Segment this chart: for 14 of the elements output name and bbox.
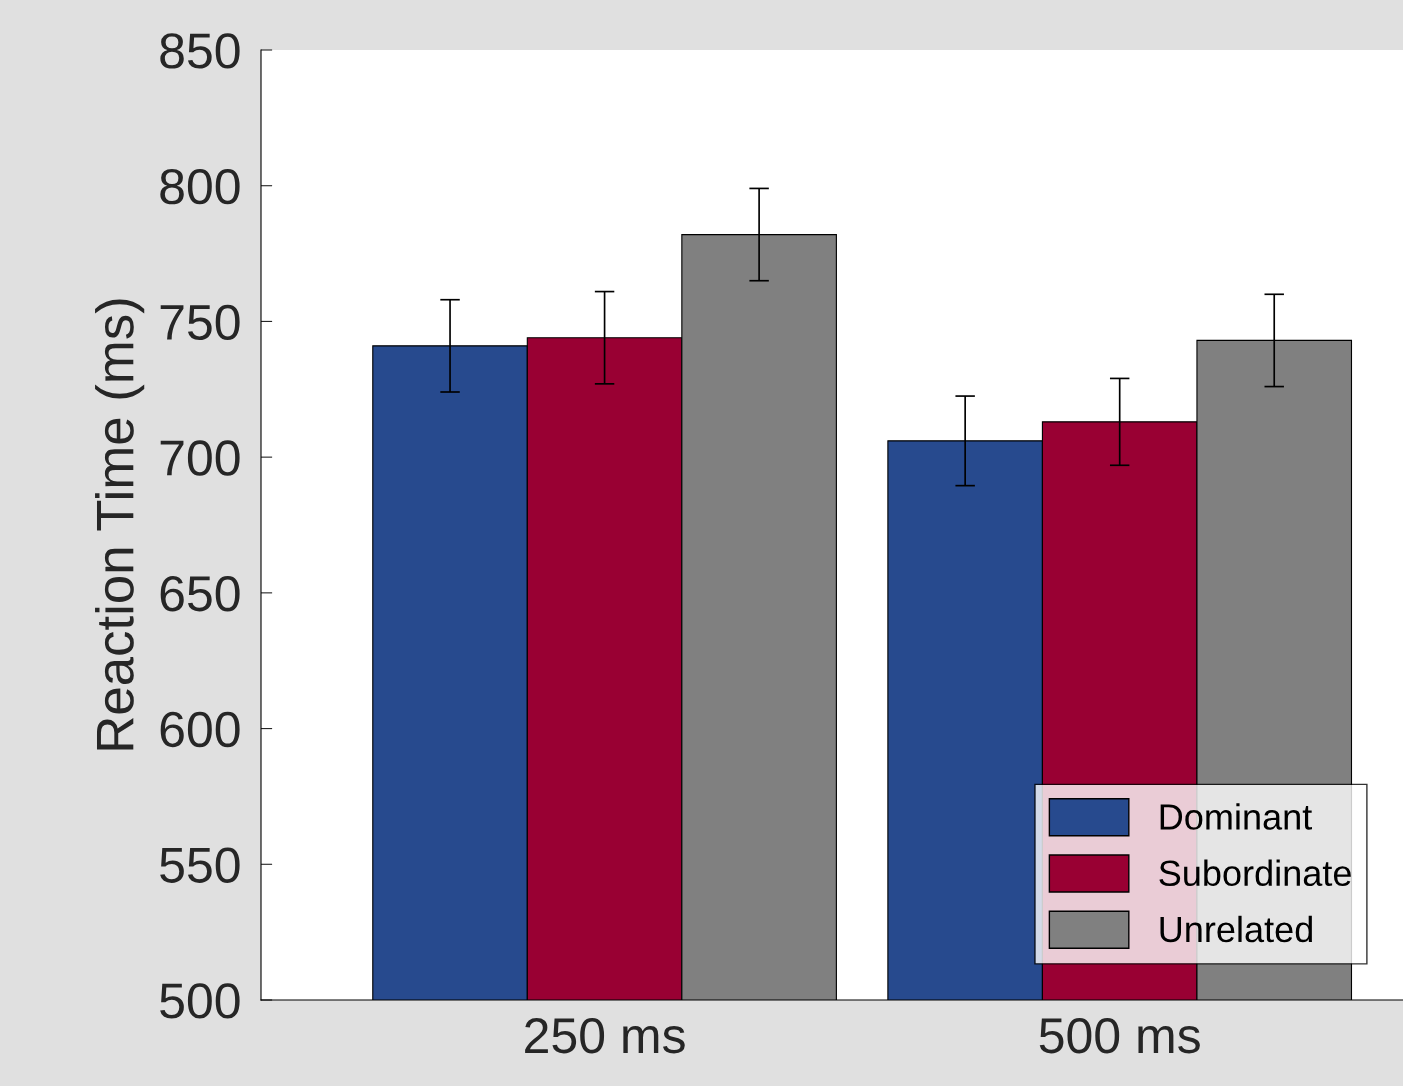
y-tick-label: 750	[160, 304, 240, 341]
y-tick-label: 850	[160, 33, 240, 69]
legend-label: Subordinate	[1159, 859, 1351, 887]
legend-label: Dominant	[1160, 803, 1312, 830]
y-tick-label: 500	[160, 983, 240, 1019]
legend-label: Unrelated	[1160, 915, 1312, 943]
y-tick-label: 700	[160, 440, 240, 476]
x-tick-label: 500 ms	[1039, 1017, 1200, 1054]
x-tick-label: 250 ms	[525, 1017, 685, 1054]
y-axis-title: Reaction Time (ms)	[95, 299, 145, 750]
y-tick-label: 650	[160, 576, 240, 612]
y-tick-label: 800	[160, 168, 240, 205]
y-tick-label: 550	[160, 847, 240, 883]
y-tick-label: 600	[160, 711, 240, 748]
